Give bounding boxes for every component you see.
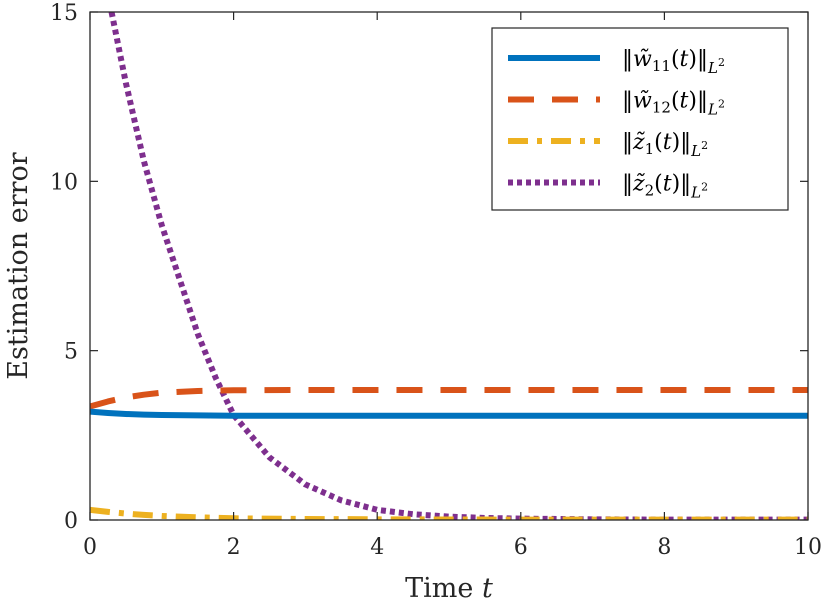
x-tick-label: 8 [657,535,671,560]
series-layer [90,12,808,520]
legend-label-2: ‖w̃12(t)‖L2 [622,89,725,119]
series-line-1 [90,408,808,419]
y-tick-label: 5 [64,340,78,365]
x-tick-label: 2 [227,535,241,560]
legend-label-3: ‖z̃1(t)‖L2 [622,130,708,160]
series-line-3 [90,506,808,520]
y-axis-label: Estimation error [3,152,34,380]
y-tick-label: 15 [50,1,78,26]
x-tick-label: 10 [794,535,822,560]
plot-frame [89,11,809,521]
x-axis-label: Time t [405,573,493,604]
x-tick-label: 0 [83,535,97,560]
legend-label-1: ‖w̃11(t)‖L2 [622,47,725,77]
series-line-2 [90,386,808,410]
y-tick-label: 0 [64,509,78,534]
x-tick-label: 6 [514,535,528,560]
series-line-4 [108,12,808,520]
y-tick-label: 10 [50,170,78,195]
legend: ‖w̃11(t)‖L2 ‖w̃12(t)‖L2 ‖z̃1(t)‖L2 ‖z̃2(t)‖… [491,27,789,211]
x-tick-label: 4 [370,535,384,560]
tick-layer: 0 2 4 6 8 10 0 5 10 15 [50,1,822,560]
legend-label-4: ‖z̃2(t)‖L2 [622,172,708,202]
